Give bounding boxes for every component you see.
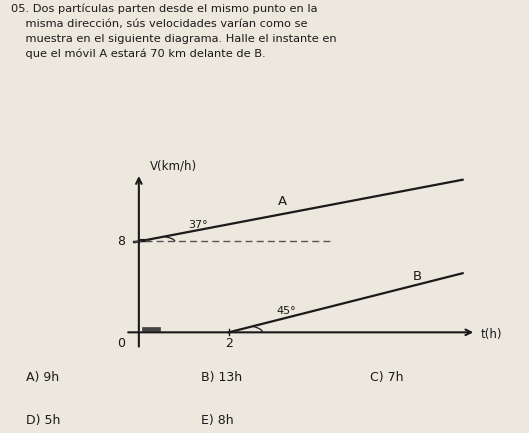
Text: V(km/h): V(km/h) xyxy=(150,159,197,172)
Text: E) 8h: E) 8h xyxy=(201,414,234,427)
Text: 8: 8 xyxy=(117,235,125,248)
Text: A: A xyxy=(278,195,287,208)
Text: 45°: 45° xyxy=(276,307,296,317)
Polygon shape xyxy=(142,327,160,331)
Text: 2: 2 xyxy=(225,337,233,350)
Text: C) 7h: C) 7h xyxy=(370,371,404,384)
Text: B: B xyxy=(413,271,422,284)
Text: 37°: 37° xyxy=(188,220,208,230)
Text: B) 13h: B) 13h xyxy=(201,371,242,384)
Text: 0: 0 xyxy=(117,337,125,350)
Text: 05. Dos partículas parten desde el mismo punto en la
    misma dirección, sús ve: 05. Dos partículas parten desde el mismo… xyxy=(11,3,336,59)
Text: D) 5h: D) 5h xyxy=(26,414,61,427)
Text: t(h): t(h) xyxy=(481,328,502,341)
Text: A) 9h: A) 9h xyxy=(26,371,60,384)
